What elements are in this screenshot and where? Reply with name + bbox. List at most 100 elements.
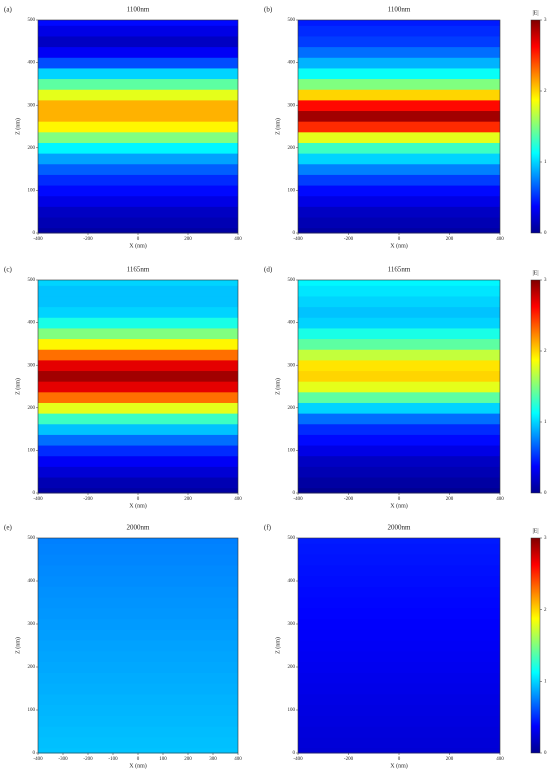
y-tick-label: 0 bbox=[293, 231, 296, 236]
heat-cell bbox=[298, 121, 500, 133]
heat-cell bbox=[298, 280, 500, 286]
heat-cell bbox=[298, 338, 500, 350]
y-tick-label: 300 bbox=[28, 103, 36, 108]
x-tick-label: 200 bbox=[184, 757, 192, 762]
y-tick-label: 0 bbox=[33, 231, 36, 236]
y-axis-label: Z (nm) bbox=[274, 378, 281, 395]
x-tick-label: -200 bbox=[344, 497, 354, 502]
y-tick-label: 500 bbox=[288, 278, 296, 283]
colorbar-tick-label: 2 bbox=[544, 349, 547, 354]
panel-label: (c) bbox=[4, 266, 12, 274]
heat-cell bbox=[298, 78, 500, 90]
heat-cell bbox=[298, 295, 500, 308]
colorbar-tick-label: 1 bbox=[544, 160, 547, 165]
y-tick-label: 300 bbox=[28, 363, 36, 368]
heat-cell bbox=[38, 20, 238, 26]
heat-cell bbox=[38, 564, 238, 577]
y-tick-label: 100 bbox=[288, 449, 296, 454]
heat-cell bbox=[298, 726, 500, 738]
y-tick-label: 500 bbox=[28, 18, 36, 23]
heat-cell bbox=[298, 227, 500, 234]
heat-cell bbox=[298, 163, 500, 175]
heat-cell bbox=[38, 586, 238, 598]
x-tick-label: 200 bbox=[184, 237, 192, 242]
chart-title: 1100nm bbox=[127, 6, 150, 14]
heat-cell bbox=[38, 466, 238, 478]
heat-cell bbox=[38, 206, 238, 218]
y-tick-label: 0 bbox=[33, 491, 36, 496]
heat-cell bbox=[298, 174, 500, 186]
heat-cell bbox=[38, 174, 238, 186]
y-tick-label: 300 bbox=[288, 363, 296, 368]
panel-label: (b) bbox=[264, 6, 273, 14]
heat-cell bbox=[298, 35, 500, 48]
heat-cell bbox=[298, 445, 500, 457]
chart-title: 1165nm bbox=[388, 266, 411, 274]
y-tick-label: 200 bbox=[28, 406, 36, 411]
heat-cell bbox=[298, 586, 500, 598]
heat-cell bbox=[298, 747, 500, 754]
x-tick-label: 0 bbox=[137, 237, 140, 242]
heat-cell bbox=[38, 381, 238, 393]
heat-cell bbox=[38, 285, 238, 297]
heat-cell bbox=[298, 554, 500, 566]
heat-cell bbox=[38, 349, 238, 361]
heat-cell bbox=[298, 46, 500, 58]
y-tick-label: 300 bbox=[288, 103, 296, 108]
x-axis-label: X (nm) bbox=[129, 762, 147, 769]
heat-cell bbox=[298, 217, 500, 229]
y-tick-label: 400 bbox=[28, 61, 36, 66]
y-tick-label: 0 bbox=[293, 491, 296, 496]
heat-cell bbox=[298, 607, 500, 620]
heat-cell bbox=[298, 327, 500, 340]
colorbar-tick-label: 0 bbox=[544, 231, 547, 236]
chart-title: 2000nm bbox=[127, 524, 151, 532]
heat-cell bbox=[38, 185, 238, 197]
heat-cell bbox=[298, 640, 500, 652]
y-tick-label: 200 bbox=[28, 146, 36, 151]
heat-cell bbox=[38, 195, 238, 207]
heat-cell bbox=[298, 57, 500, 69]
heat-cell bbox=[38, 736, 238, 749]
colorbar-tick-label: 0 bbox=[544, 491, 547, 496]
y-tick-label: 0 bbox=[293, 751, 296, 756]
colorbar-tick-label: 2 bbox=[544, 608, 547, 613]
x-tick-label: -400 bbox=[293, 237, 303, 242]
heat-cell bbox=[38, 217, 238, 229]
colorbar-tick-label: 3 bbox=[544, 18, 547, 23]
colorbar-tick-label: 2 bbox=[544, 89, 547, 94]
heat-cell bbox=[38, 704, 238, 716]
heat-cell bbox=[38, 455, 238, 467]
heat-cell bbox=[298, 477, 500, 489]
heat-cell bbox=[38, 747, 238, 754]
heat-cell bbox=[38, 726, 238, 738]
x-tick-label: 0 bbox=[398, 497, 401, 502]
x-axis-label: X (nm) bbox=[390, 242, 408, 249]
x-tick-label: 400 bbox=[496, 497, 504, 502]
heat-cell bbox=[298, 195, 500, 207]
heat-cell bbox=[38, 477, 238, 489]
colorbar bbox=[530, 19, 541, 234]
y-axis-label: Z (nm) bbox=[274, 637, 281, 654]
heat-cell bbox=[38, 413, 238, 425]
x-tick-label: -200 bbox=[344, 237, 354, 242]
x-tick-label: 400 bbox=[496, 757, 504, 762]
heat-cell bbox=[38, 683, 238, 695]
colorbar-tick-label: 3 bbox=[544, 278, 547, 283]
y-tick-label: 400 bbox=[288, 321, 296, 326]
chart-title: 1100nm bbox=[388, 6, 411, 14]
x-tick-label: -200 bbox=[83, 497, 93, 502]
heat-cell bbox=[298, 672, 500, 684]
heat-cell bbox=[298, 487, 500, 494]
x-tick-label: 400 bbox=[234, 757, 242, 762]
heat-cell bbox=[38, 163, 238, 175]
heat-cell bbox=[38, 715, 238, 727]
y-tick-label: 500 bbox=[28, 278, 36, 283]
heat-cell bbox=[38, 142, 238, 154]
x-tick-label: 400 bbox=[234, 237, 242, 242]
heat-cell bbox=[38, 543, 238, 555]
colorbar-label: |E| bbox=[532, 270, 538, 276]
x-tick-label: 400 bbox=[496, 237, 504, 242]
x-tick-label: 400 bbox=[234, 497, 242, 502]
heat-cell bbox=[298, 704, 500, 716]
